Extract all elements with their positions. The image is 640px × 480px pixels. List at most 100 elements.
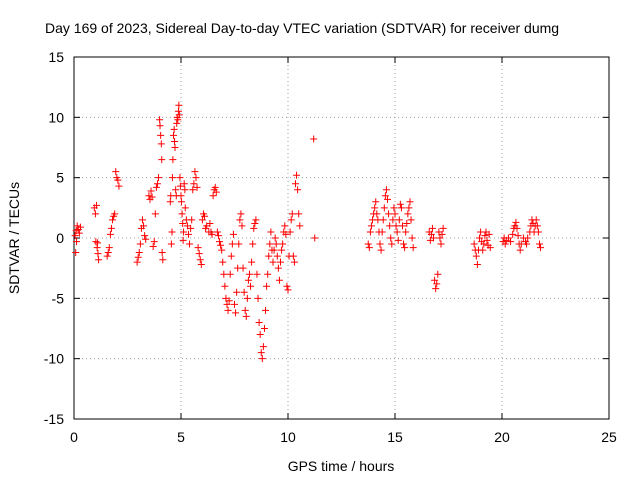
data-point [278,246,286,254]
data-point [408,234,416,242]
y-axis-label: SDTVAR / TECUs [6,182,22,294]
data-point [149,242,157,250]
data-point [72,248,80,256]
data-point [176,182,184,190]
data-point [180,228,188,236]
data-point [392,222,400,230]
data-point [94,250,102,258]
data-point [167,240,175,248]
data-point [397,204,405,212]
data-point [296,222,304,230]
data-point [134,253,142,261]
data-point [111,210,119,218]
data-point [157,140,165,148]
data-point [473,261,481,269]
data-point [476,234,484,242]
data-point [140,222,148,230]
data-point [106,230,114,238]
data-point [381,192,389,200]
data-point [172,186,180,194]
data-point [287,216,295,224]
data-point [286,228,294,236]
data-point [241,306,249,314]
data-point [379,216,387,224]
data-point [150,238,158,246]
data-point [147,187,155,195]
data-point [404,210,412,218]
data-point [190,180,198,188]
data-point [252,216,260,224]
data-point [387,234,395,242]
data-point [407,216,415,224]
data-point [389,216,397,224]
data-point [218,246,226,254]
data-point [115,182,123,190]
y-tick-label: 15 [48,49,64,65]
data-point [470,240,478,248]
data-point [514,232,522,240]
data-point [133,258,141,266]
data-point [258,355,266,363]
data-point [91,210,99,218]
data-point [175,111,183,119]
data-point [249,240,257,248]
data-point [73,222,81,230]
data-point [532,216,540,224]
data-point [390,204,398,212]
data-point [180,180,188,188]
data-point [396,200,404,208]
data-point [247,282,255,290]
data-point [216,238,224,246]
x-tick-label: 25 [601,429,617,445]
data-point [486,244,494,252]
data-point [289,252,297,260]
data-point [245,270,253,278]
data-point [177,198,185,206]
data-point [259,343,267,351]
data-point [255,318,263,326]
data-point [311,234,319,242]
y-tick-label: 0 [56,230,64,246]
data-point [187,224,195,232]
data-point [206,220,214,228]
data-point [533,222,541,230]
data-point [293,171,301,179]
x-tick-labels: 0 5 10 15 20 25 [70,429,617,445]
data-point [264,270,272,278]
data-point [191,168,199,176]
data-point [400,240,408,248]
data-point [439,224,447,232]
data-point [481,232,489,240]
data-point [211,183,219,191]
data-point [195,250,203,258]
data-point [209,192,217,200]
data-point [155,174,163,182]
data-point [378,228,386,236]
data-point [212,188,220,196]
data-point [384,195,392,203]
data-point [257,349,265,357]
data-point [260,325,268,332]
data-point [225,297,233,305]
data-point [283,282,291,290]
data-point [75,229,83,237]
data-point [221,282,229,290]
data-point [219,258,227,266]
data-point [284,286,292,294]
data-point [406,198,414,206]
data-point [262,306,270,314]
data-point [537,244,545,252]
data-point [136,240,144,248]
data-point [214,232,222,240]
data-point [254,294,262,302]
data-point [485,230,493,238]
data-point [431,276,439,284]
data-point [535,240,543,248]
data-point [92,201,100,209]
data-point [94,239,102,247]
data-point [281,222,289,230]
data-point [523,240,531,248]
data-point [179,236,187,244]
data-point [270,246,278,254]
